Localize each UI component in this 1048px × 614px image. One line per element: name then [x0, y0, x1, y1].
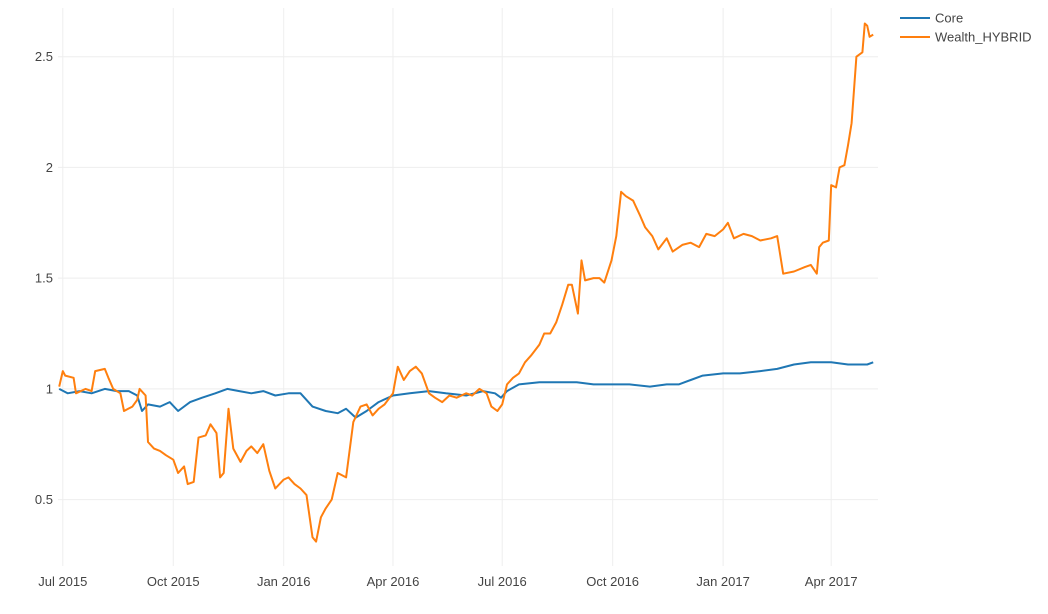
x-tick-label: Apr 2017 [805, 574, 858, 589]
x-tick-label: Apr 2016 [367, 574, 420, 589]
x-tick-label: Jan 2016 [257, 574, 311, 589]
y-tick-label: 1 [46, 381, 53, 396]
y-axis: 0.5 1 1.5 2 2.5 [35, 49, 53, 507]
x-gridlines [62, 8, 832, 566]
series-line-core [58, 361, 874, 419]
x-tick-label: Jul 2015 [38, 574, 87, 589]
legend-label: Core [935, 11, 963, 26]
x-tick-label: Oct 2015 [147, 574, 200, 589]
x-axis: Jul 2015 Oct 2015 Jan 2016 Apr 2016 Jul 2016… [38, 574, 857, 589]
series-line-wealth-hybrid [58, 22, 874, 543]
x-tick-label: Oct 2016 [586, 574, 639, 589]
x-tick-label: Jul 2016 [478, 574, 527, 589]
y-gridlines [58, 56, 878, 501]
legend: Core Wealth_HYBRID [900, 11, 1032, 45]
y-tick-label: 2 [46, 160, 53, 175]
y-tick-label: 1.5 [35, 271, 53, 286]
series-layer [58, 22, 874, 543]
y-tick-label: 0.5 [35, 492, 53, 507]
y-tick-label: 2.5 [35, 49, 53, 64]
legend-label: Wealth_HYBRID [935, 30, 1032, 45]
x-tick-label: Jan 2017 [696, 574, 750, 589]
